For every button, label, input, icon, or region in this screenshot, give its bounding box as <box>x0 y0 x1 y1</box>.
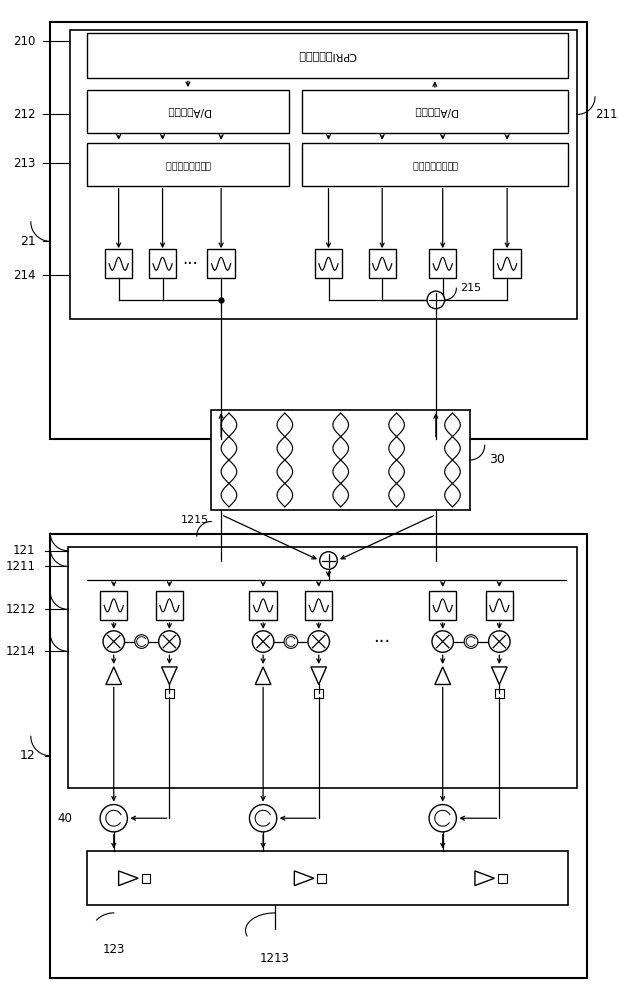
Circle shape <box>320 552 337 569</box>
Polygon shape <box>106 667 122 684</box>
Polygon shape <box>429 249 456 278</box>
Polygon shape <box>100 591 127 620</box>
Polygon shape <box>498 874 507 883</box>
Polygon shape <box>315 249 342 278</box>
Polygon shape <box>149 249 176 278</box>
Text: 1214: 1214 <box>6 645 36 658</box>
Circle shape <box>135 635 148 648</box>
Circle shape <box>429 805 456 832</box>
Polygon shape <box>435 667 451 684</box>
Text: 1212: 1212 <box>6 603 36 616</box>
Polygon shape <box>211 410 470 510</box>
Text: 212: 212 <box>13 108 36 121</box>
Polygon shape <box>475 871 494 886</box>
Text: 211: 211 <box>595 108 617 121</box>
Text: 30: 30 <box>489 453 506 466</box>
Text: ···: ··· <box>182 255 198 273</box>
Polygon shape <box>50 22 587 439</box>
Polygon shape <box>255 667 271 684</box>
Circle shape <box>308 631 329 652</box>
Circle shape <box>464 635 478 648</box>
Polygon shape <box>491 667 507 684</box>
Circle shape <box>284 635 298 648</box>
Text: 1211: 1211 <box>6 560 36 573</box>
Polygon shape <box>87 143 289 186</box>
Polygon shape <box>250 591 277 620</box>
Polygon shape <box>50 534 587 978</box>
Polygon shape <box>486 591 513 620</box>
Text: 121: 121 <box>13 544 36 557</box>
Polygon shape <box>302 143 568 186</box>
Text: 1215: 1215 <box>181 515 210 525</box>
Polygon shape <box>368 249 396 278</box>
Text: 1213: 1213 <box>260 952 290 965</box>
Polygon shape <box>311 667 326 684</box>
Polygon shape <box>317 874 326 883</box>
Circle shape <box>250 805 277 832</box>
Polygon shape <box>142 874 150 883</box>
Text: 数字滤波转换模块: 数字滤波转换模块 <box>412 160 458 169</box>
Circle shape <box>103 631 124 652</box>
Text: CPRI口接口模块: CPRI口接口模块 <box>298 51 357 61</box>
Text: 数字滤波转换模块: 数字滤波转换模块 <box>165 160 211 169</box>
Polygon shape <box>161 667 177 684</box>
Polygon shape <box>70 30 577 319</box>
Polygon shape <box>294 871 314 886</box>
Polygon shape <box>495 689 504 698</box>
Circle shape <box>159 631 180 652</box>
Polygon shape <box>429 591 456 620</box>
Text: D/A转换模块: D/A转换模块 <box>166 107 210 117</box>
Circle shape <box>432 631 454 652</box>
Text: 213: 213 <box>14 157 36 170</box>
Text: 214: 214 <box>13 269 36 282</box>
Polygon shape <box>493 249 521 278</box>
Polygon shape <box>87 851 568 905</box>
Polygon shape <box>87 33 568 78</box>
Polygon shape <box>105 249 132 278</box>
Text: 210: 210 <box>14 35 36 48</box>
Circle shape <box>252 631 274 652</box>
Polygon shape <box>119 871 138 886</box>
Text: D/A转换模块: D/A转换模块 <box>413 107 457 117</box>
Polygon shape <box>156 591 183 620</box>
Circle shape <box>100 805 127 832</box>
Polygon shape <box>315 689 323 698</box>
Text: 40: 40 <box>57 812 72 825</box>
Text: 21: 21 <box>20 235 36 248</box>
Text: 215: 215 <box>460 283 481 293</box>
Text: 123: 123 <box>103 943 125 956</box>
Polygon shape <box>87 90 289 133</box>
Polygon shape <box>302 90 568 133</box>
Polygon shape <box>305 591 332 620</box>
Circle shape <box>489 631 510 652</box>
Circle shape <box>427 291 445 309</box>
Text: ···: ··· <box>373 633 391 651</box>
Polygon shape <box>68 547 577 788</box>
Polygon shape <box>208 249 235 278</box>
Polygon shape <box>165 689 174 698</box>
Text: 12: 12 <box>20 749 36 762</box>
